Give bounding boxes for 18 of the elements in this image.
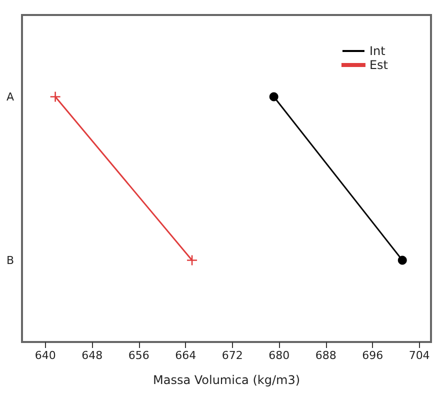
point xyxy=(50,91,61,102)
point xyxy=(398,256,407,265)
x-tick-label: 664 xyxy=(175,349,196,362)
x-tick-label: 688 xyxy=(315,349,336,362)
x-tick-label: 640 xyxy=(34,349,56,362)
y-tick-label: B xyxy=(6,254,14,267)
x-tick-label: 704 xyxy=(408,349,430,362)
x-tick-label: 656 xyxy=(128,349,150,362)
y-tick-label: A xyxy=(6,90,14,104)
point xyxy=(186,254,198,266)
legend-label: Int xyxy=(369,44,386,58)
x-tick-label: 696 xyxy=(362,349,384,362)
x-tick-label: 648 xyxy=(82,349,103,362)
x-tick-label: 680 xyxy=(268,349,290,362)
legend-label: Est xyxy=(369,58,388,72)
point xyxy=(269,92,278,102)
x-tick-label: 672 xyxy=(222,349,243,362)
x-axis-title: Massa Volumica (kg/m3) xyxy=(152,373,300,387)
